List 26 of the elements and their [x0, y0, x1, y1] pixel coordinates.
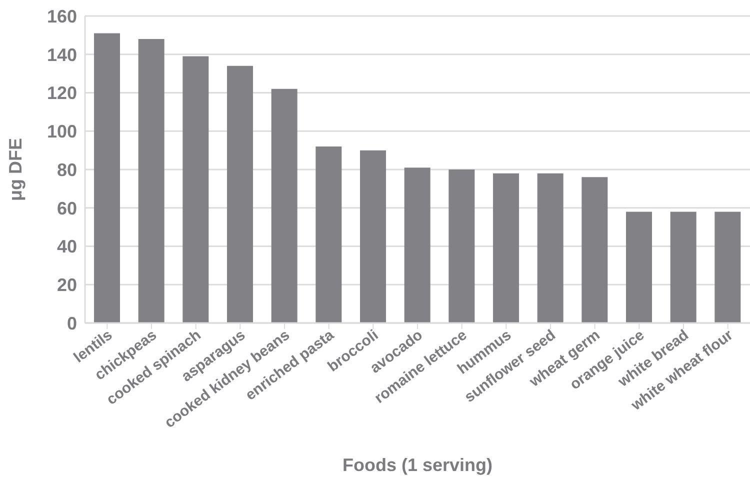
bar: [582, 177, 608, 323]
bar: [404, 168, 430, 323]
y-tick-label: 140: [46, 44, 77, 65]
y-tick-label: 100: [46, 122, 77, 142]
y-tick-label: 120: [46, 83, 77, 104]
bar: [360, 150, 386, 323]
bar: [182, 56, 209, 323]
y-tick-label: 160: [46, 6, 77, 26]
bar: [670, 212, 696, 323]
bar: [227, 66, 253, 323]
y-axis-title: μg DFE: [5, 138, 26, 202]
y-tick-label: 20: [56, 275, 77, 296]
bar: [271, 88, 298, 323]
bar: [138, 39, 164, 323]
y-tick-label: 60: [56, 198, 77, 218]
y-tick-label: 40: [56, 236, 77, 257]
y-tick-label: 0: [66, 313, 77, 334]
bar: [448, 170, 475, 323]
bar: [537, 173, 564, 323]
bar: [714, 212, 741, 323]
bar: [626, 212, 652, 323]
x-axis-title: Foods (1 serving): [342, 455, 493, 475]
bar: [316, 146, 342, 323]
bar: [493, 173, 519, 323]
y-tick-label: 80: [56, 160, 77, 180]
bar: [94, 33, 120, 323]
